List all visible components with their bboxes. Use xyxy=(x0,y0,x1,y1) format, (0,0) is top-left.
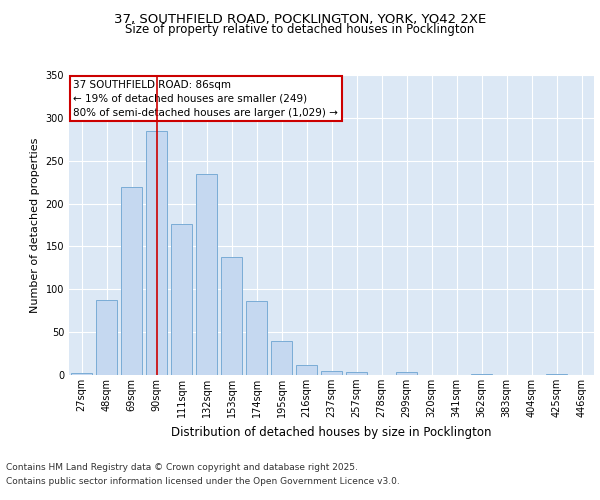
Bar xyxy=(196,174,217,375)
Bar xyxy=(396,372,417,375)
Bar xyxy=(471,374,492,375)
Bar xyxy=(246,302,267,375)
Bar xyxy=(121,188,142,375)
Bar xyxy=(171,224,192,375)
Y-axis label: Number of detached properties: Number of detached properties xyxy=(30,138,40,312)
Text: 37, SOUTHFIELD ROAD, POCKLINGTON, YORK, YO42 2XE: 37, SOUTHFIELD ROAD, POCKLINGTON, YORK, … xyxy=(114,12,486,26)
Text: Contains public sector information licensed under the Open Government Licence v3: Contains public sector information licen… xyxy=(6,477,400,486)
Bar xyxy=(296,364,317,375)
Bar xyxy=(346,372,367,375)
Bar xyxy=(71,374,92,375)
Bar xyxy=(221,256,242,375)
Text: Contains HM Land Registry data © Crown copyright and database right 2025.: Contains HM Land Registry data © Crown c… xyxy=(6,464,358,472)
X-axis label: Distribution of detached houses by size in Pocklington: Distribution of detached houses by size … xyxy=(171,426,492,438)
Bar xyxy=(96,300,117,375)
Bar xyxy=(321,370,342,375)
Text: Size of property relative to detached houses in Pocklington: Size of property relative to detached ho… xyxy=(125,22,475,36)
Bar xyxy=(271,340,292,375)
Bar xyxy=(146,130,167,375)
Text: 37 SOUTHFIELD ROAD: 86sqm
← 19% of detached houses are smaller (249)
80% of semi: 37 SOUTHFIELD ROAD: 86sqm ← 19% of detac… xyxy=(73,80,338,118)
Bar xyxy=(546,374,567,375)
